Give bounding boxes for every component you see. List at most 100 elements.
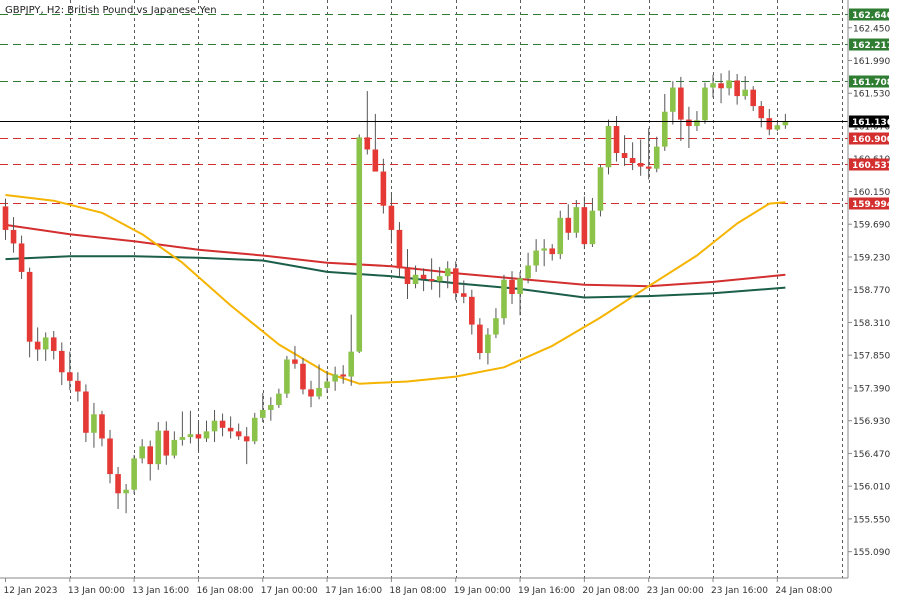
candle (227, 416, 234, 439)
candle (517, 271, 523, 316)
candle (637, 139, 644, 176)
current-price-label: 161.136 (852, 118, 893, 128)
y-tick-label: 157.390 (853, 384, 890, 394)
candle-body (388, 205, 395, 230)
candle (573, 200, 580, 238)
candle-body (436, 276, 443, 282)
candles (2, 70, 789, 514)
candle (284, 355, 290, 398)
level-label-box (849, 158, 889, 171)
candle-body (34, 341, 41, 350)
candle (750, 86, 757, 112)
y-tick-label: 155.550 (853, 515, 890, 525)
candle-body (324, 381, 330, 388)
y-tick-label: 159.690 (853, 221, 890, 231)
candle (340, 365, 346, 384)
level-label: 160.537 (852, 161, 893, 171)
candle (123, 484, 129, 514)
candle (34, 327, 41, 361)
moving-averages (5, 194, 786, 385)
candle-body (364, 137, 371, 150)
candle-body (139, 446, 145, 459)
candle-body (525, 265, 531, 279)
x-tick-label: 23 Jan 16:00 (711, 586, 768, 596)
candle (726, 70, 732, 96)
candle-body (18, 243, 25, 272)
ma-fast-line (5, 194, 786, 385)
level-label-box (849, 75, 889, 88)
chart-title: GBPJPY, H2: British Pound vs Japanese Ye… (5, 5, 217, 16)
candle-body (509, 279, 515, 294)
candle-body (316, 387, 322, 397)
candle-body (356, 137, 363, 352)
candle-body (581, 207, 588, 245)
candle-body (460, 293, 467, 297)
candle-body (541, 248, 547, 251)
candle-body (678, 87, 684, 120)
candle (525, 252, 531, 284)
candle (163, 421, 170, 465)
candle (219, 413, 226, 437)
candle-body (259, 410, 266, 418)
candle-body (645, 166, 652, 169)
candle (605, 119, 612, 175)
level-label-box (849, 8, 889, 21)
level-label: 161.708 (852, 78, 893, 88)
candle (187, 410, 194, 444)
candle-body (573, 207, 580, 233)
candle (766, 108, 773, 136)
candle (621, 135, 628, 166)
candle-body (621, 153, 628, 159)
candle (420, 268, 427, 292)
candle (404, 249, 411, 299)
x-tick-label: 16 Jan 08:00 (196, 586, 253, 596)
x-tick-label: 24 Jan 08:00 (775, 586, 832, 596)
candle-body (147, 446, 154, 465)
candle-body (235, 431, 242, 437)
candle-body (348, 351, 355, 377)
level-label: 159.994 (852, 200, 893, 210)
candle (452, 261, 459, 301)
candle (501, 274, 507, 325)
candle (58, 342, 65, 386)
y-tick-label: 157.850 (853, 352, 890, 362)
candle-body (565, 217, 572, 233)
y-axis-ticks: 162.450161.990161.530161.070160.610160.1… (848, 24, 890, 558)
candle (412, 265, 419, 289)
candle-body (549, 248, 556, 255)
candle (549, 244, 556, 261)
candle-body (734, 80, 740, 97)
candle-body (758, 106, 765, 119)
candle-body (75, 380, 81, 392)
candle (75, 372, 81, 402)
candle (613, 116, 620, 162)
level-label-box (849, 38, 889, 51)
candle (83, 384, 89, 443)
candle-body (58, 350, 65, 373)
candle-body (131, 458, 137, 490)
candle (396, 222, 403, 277)
candle (645, 128, 652, 180)
y-tick-label: 162.450 (853, 24, 890, 34)
candle (469, 289, 475, 335)
candle-body (332, 374, 338, 382)
x-tick-label: 17 Jan 16:00 (325, 586, 382, 596)
candle-body (300, 363, 306, 390)
candle-body (694, 120, 700, 126)
candle-body (702, 87, 708, 121)
candle-body (50, 337, 57, 351)
candle (742, 76, 748, 100)
candle (356, 134, 363, 354)
candle-body (203, 431, 210, 439)
candle (300, 358, 306, 395)
candle-body (428, 279, 435, 282)
candle-body (380, 171, 387, 206)
candle-body (251, 417, 258, 442)
candle (734, 74, 740, 105)
candle (324, 370, 330, 393)
candle (477, 318, 483, 360)
level-label: 162.217 (852, 41, 893, 51)
candle-body (179, 437, 186, 440)
candle-body (597, 167, 604, 211)
